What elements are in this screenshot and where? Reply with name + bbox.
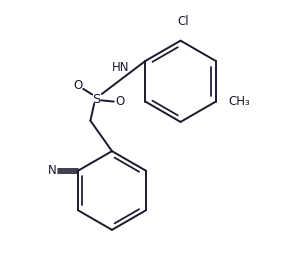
Text: O: O <box>73 78 82 92</box>
Text: Cl: Cl <box>177 15 189 28</box>
Text: O: O <box>116 95 125 108</box>
Text: CH₃: CH₃ <box>229 95 250 108</box>
Text: S: S <box>93 92 101 106</box>
Text: N: N <box>48 164 56 177</box>
Text: HN: HN <box>112 61 130 74</box>
